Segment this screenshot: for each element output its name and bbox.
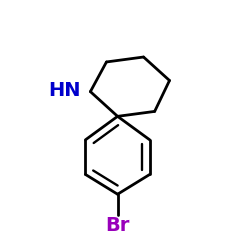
- Text: Br: Br: [106, 216, 130, 235]
- Text: HN: HN: [48, 81, 81, 100]
